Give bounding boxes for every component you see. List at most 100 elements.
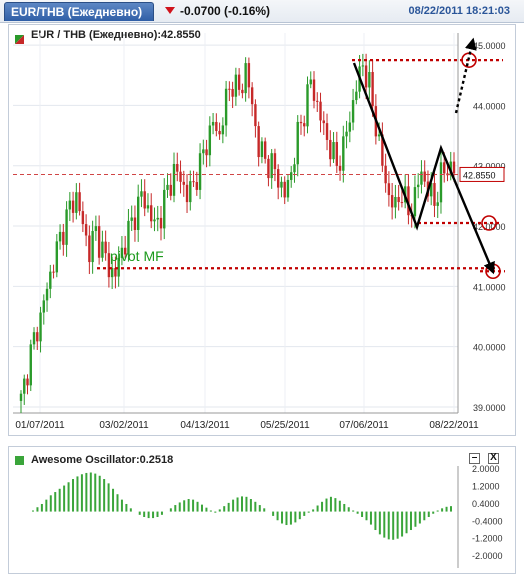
candle-body xyxy=(26,378,29,386)
candle-body xyxy=(110,268,114,278)
candle-body xyxy=(224,88,228,126)
oscillator-color-icon xyxy=(15,456,24,465)
candle-body xyxy=(260,141,264,158)
candle-body xyxy=(247,63,251,88)
candle-body xyxy=(117,257,120,277)
candle-body xyxy=(39,312,42,342)
candle-body xyxy=(176,163,179,172)
candle-body xyxy=(368,71,371,88)
candle-body xyxy=(420,171,423,185)
candle-body xyxy=(137,196,140,230)
y-tick-label: 43.0000 xyxy=(473,162,506,172)
candle-body xyxy=(335,142,338,166)
candle-body xyxy=(254,104,257,127)
candle-body xyxy=(351,100,355,123)
candle-body xyxy=(68,200,72,210)
candle-body xyxy=(276,169,280,188)
candle-body xyxy=(36,332,39,342)
x-tick-label: 07/06/2011 xyxy=(339,420,389,431)
candle-body xyxy=(390,195,394,208)
candle-body xyxy=(263,141,267,159)
candle-body xyxy=(75,192,78,213)
symbol-tab[interactable]: EUR/THB (Ежедневно) xyxy=(4,2,154,21)
candle-body xyxy=(231,88,234,97)
x-tick-label: 03/02/2011 xyxy=(99,420,149,431)
candle-body xyxy=(436,202,439,206)
candle-body xyxy=(58,231,62,242)
y-tick-label: 41.0000 xyxy=(473,282,506,292)
candle-body xyxy=(296,121,299,165)
candle-body xyxy=(195,182,199,190)
candle-color-icon xyxy=(15,31,24,44)
candle-body xyxy=(150,205,153,222)
candle-body xyxy=(62,231,65,245)
candle-body xyxy=(94,226,98,232)
candle-body xyxy=(290,172,293,180)
x-tick-label: 01/07/2011 xyxy=(15,420,65,431)
candle-body xyxy=(416,184,420,188)
candle-body xyxy=(133,217,137,230)
candle-body xyxy=(29,344,32,386)
candle-body xyxy=(182,181,185,185)
candle-body xyxy=(430,183,433,197)
candle-body xyxy=(120,247,124,258)
candle-body xyxy=(319,101,322,121)
candle-body xyxy=(322,120,325,124)
candle-body xyxy=(156,217,159,220)
candle-body xyxy=(381,134,384,166)
candle-body xyxy=(49,271,52,289)
candle-body xyxy=(185,184,189,203)
last-price-label: 42.8550 xyxy=(463,170,496,180)
close-button[interactable]: X xyxy=(488,453,499,464)
candle-body xyxy=(283,181,286,198)
y-tick-label: 44.0000 xyxy=(473,101,506,111)
candle-body xyxy=(364,65,368,88)
candle-body xyxy=(32,332,36,345)
target-circle xyxy=(481,215,497,231)
candle-body xyxy=(309,79,312,85)
candle-body xyxy=(407,186,410,216)
candle-body xyxy=(348,122,352,132)
y-tick-label: 42.0000 xyxy=(473,222,506,232)
candle-body xyxy=(189,181,192,203)
candle-body xyxy=(329,139,332,160)
candle-body xyxy=(208,125,212,156)
y-tick-label: 40.0000 xyxy=(473,343,506,353)
candle-body xyxy=(293,164,296,173)
candle-body xyxy=(42,300,45,313)
timestamp: 08/22/2011 18:21:03 xyxy=(408,5,510,17)
candle-body xyxy=(270,153,273,179)
candle-body xyxy=(78,192,81,212)
candle-body xyxy=(306,84,309,127)
candle-body xyxy=(45,288,49,301)
osc-y-tick-label: -0.4000 xyxy=(472,516,503,526)
candle-body xyxy=(81,211,85,225)
candle-body xyxy=(280,181,283,188)
candle-body xyxy=(52,271,55,273)
oscillator-panel: Awesome Oscillator:0.2518 – X xyxy=(8,446,516,574)
candle-body xyxy=(19,393,23,401)
candle-body xyxy=(130,217,133,221)
candle-body xyxy=(443,162,446,174)
header-bar: EUR/THB (Ежедневно) -0.0700 (-0.16%) 08/… xyxy=(0,0,524,23)
candle-body xyxy=(234,74,238,97)
candle-body xyxy=(433,183,436,206)
candle-body xyxy=(101,241,104,258)
candle-body xyxy=(205,149,208,156)
candle-body xyxy=(228,88,231,90)
minimize-button[interactable]: – xyxy=(469,453,480,464)
candle-body xyxy=(107,253,111,278)
candle-body xyxy=(179,171,182,182)
candle-body xyxy=(361,65,365,67)
candle-body xyxy=(400,202,404,204)
price-chart: 39.0000 40.0000 41.0000 42.0000 43.0000 44.00… xyxy=(13,33,506,431)
candle-body xyxy=(257,126,260,158)
x-tick-label: 05/25/2011 xyxy=(260,420,310,431)
candle-body xyxy=(452,161,456,174)
candle-body xyxy=(332,142,335,160)
osc-y-tick-label: 1.2000 xyxy=(472,482,500,492)
candle-body xyxy=(241,89,244,94)
candle-body xyxy=(413,187,417,217)
candle-body xyxy=(166,184,169,190)
x-tick-label: 08/22/2011 xyxy=(429,420,479,431)
